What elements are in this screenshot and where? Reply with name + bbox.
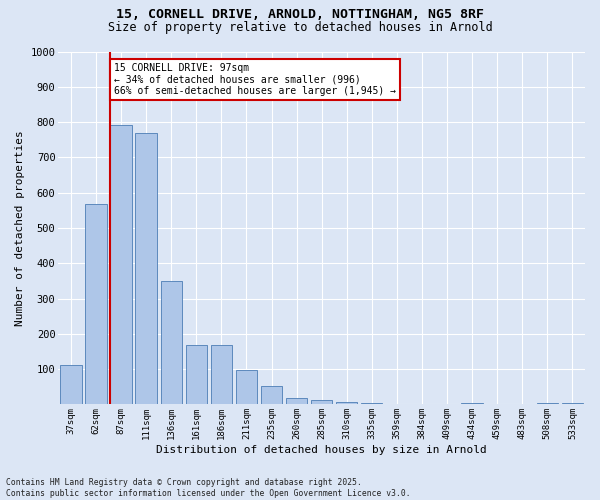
Text: Size of property relative to detached houses in Arnold: Size of property relative to detached ho… (107, 22, 493, 35)
Bar (562, 402, 583, 404)
Text: Contains HM Land Registry data © Crown copyright and database right 2025.
Contai: Contains HM Land Registry data © Crown c… (6, 478, 410, 498)
Bar (537, 402, 558, 404)
Bar (110, 124, 131, 404)
Text: 15, CORNELL DRIVE, ARNOLD, NOTTINGHAM, NG5 8RF: 15, CORNELL DRIVE, ARNOLD, NOTTINGHAM, N… (116, 8, 484, 20)
Bar (461, 402, 483, 404)
Text: 15 CORNELL DRIVE: 97sqm
← 34% of detached houses are smaller (996)
66% of semi-d: 15 CORNELL DRIVE: 97sqm ← 34% of detache… (114, 63, 396, 96)
Y-axis label: Number of detached properties: Number of detached properties (15, 130, 25, 326)
Bar (85, 204, 107, 404)
Bar (185, 345, 207, 405)
Bar (161, 281, 182, 404)
Bar (211, 345, 232, 405)
Bar (261, 386, 282, 404)
Bar (336, 402, 358, 404)
Bar (361, 402, 382, 404)
X-axis label: Distribution of detached houses by size in Arnold: Distribution of detached houses by size … (156, 445, 487, 455)
Bar (60, 365, 82, 405)
Bar (236, 370, 257, 404)
Bar (136, 132, 157, 404)
Bar (286, 398, 307, 404)
Bar (311, 400, 332, 404)
